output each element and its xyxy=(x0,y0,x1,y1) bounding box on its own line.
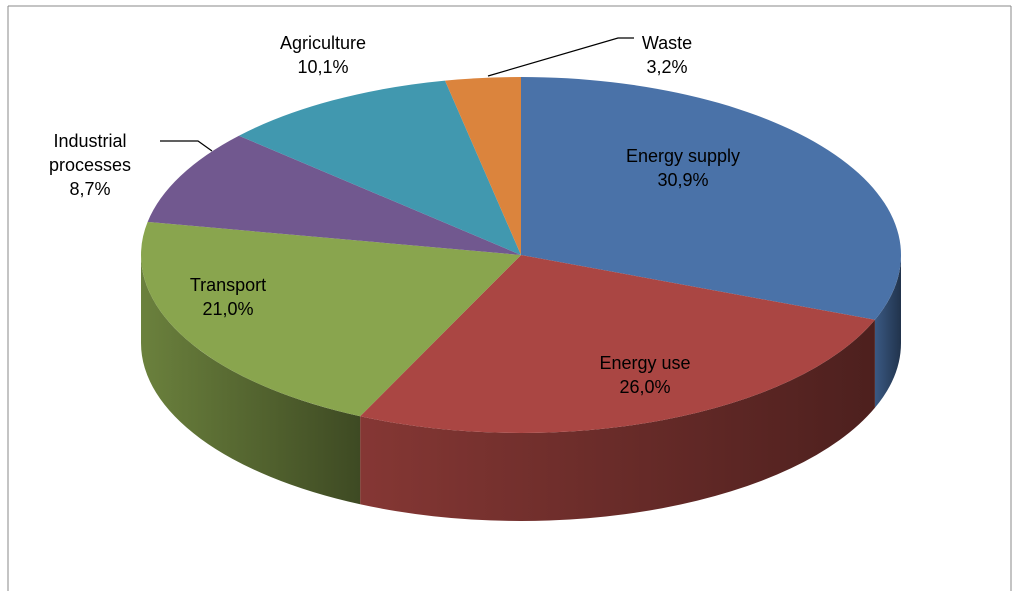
value-label: 10,1% xyxy=(297,57,349,77)
value-label: 30,9% xyxy=(657,170,709,190)
pie-side xyxy=(874,255,901,408)
pie-slice xyxy=(521,77,902,320)
category-label: Waste xyxy=(641,33,693,53)
pie-side xyxy=(360,319,875,521)
data-label: Energy supply 30,9% xyxy=(626,144,740,192)
data-label: Transport 21,0% xyxy=(190,273,266,321)
leader-line xyxy=(160,140,213,152)
data-label: Industrial processes 8,7% xyxy=(35,129,145,201)
data-label: Waste 3,2% xyxy=(642,31,692,79)
leader-line xyxy=(487,37,634,77)
data-label: Agriculture 10,1% xyxy=(280,31,366,79)
pie-slice xyxy=(238,80,521,255)
value-label: 21,0% xyxy=(202,299,254,319)
value-label: 8,7% xyxy=(69,179,111,199)
pie-sides xyxy=(141,255,901,521)
value-label: 26,0% xyxy=(619,377,671,397)
pie-slice xyxy=(360,255,875,433)
pie-tops xyxy=(141,77,902,433)
category-label: Energy supply xyxy=(625,146,741,166)
pie-slice xyxy=(141,221,521,417)
data-label: Energy use 26,0% xyxy=(599,351,690,399)
category-label: Energy use xyxy=(599,353,691,373)
category-label: Agriculture xyxy=(279,33,367,53)
category-label: Industrial processes xyxy=(48,131,132,175)
value-label: 3,2% xyxy=(646,57,688,77)
pie-slice xyxy=(445,77,521,255)
pie-side xyxy=(141,255,361,505)
category-label: Transport xyxy=(189,275,267,295)
pie-slice xyxy=(147,135,521,255)
